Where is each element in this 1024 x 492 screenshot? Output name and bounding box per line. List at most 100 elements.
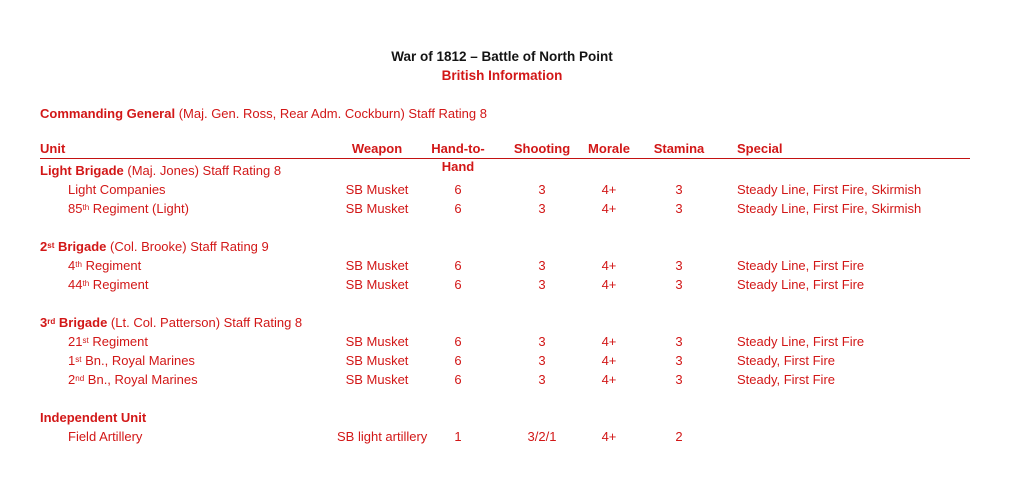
stamina-cell: 3 (675, 277, 683, 292)
unit-name-cell: 4th Regiment (40, 256, 337, 277)
unit-row: Light Companies SB Musket 6 3 4+ 3 Steady Line… (40, 180, 970, 199)
unit-section: 2st Brigade (Col. Brooke) Staff Rating 9… (40, 237, 970, 294)
text-fragment: 44 (68, 277, 83, 292)
morale-cell: 4+ (601, 182, 617, 197)
column-header-hand-to-hand: Hand-to-Hand (431, 141, 485, 174)
stamina-cell: 3 (675, 334, 683, 349)
weapon-cell: SB Musket (345, 201, 409, 216)
text-fragment: Regiment (81, 258, 142, 273)
unit-row: 1st Bn., Royal Marines SB Musket 6 3 4+ 3 Stea… (40, 351, 970, 370)
morale-cell: 4+ (601, 334, 617, 349)
unit-section: 3rd Brigade (Lt. Col. Patterson) Staff R… (40, 313, 970, 389)
weapon-cell: SB Musket (345, 182, 409, 197)
weapon-cell: SB light artillery (337, 429, 428, 444)
stamina-cell: 3 (675, 353, 683, 368)
unit-section: Independent Unit Field Artillery SB light … (40, 408, 970, 446)
commanding-general-label: Commanding General (40, 106, 176, 121)
text-fragment: Independent Unit (40, 410, 147, 425)
text-fragment: 21 (68, 334, 83, 349)
shooting-cell: 3 (538, 353, 546, 368)
hand-to-hand-cell: 6 (454, 201, 462, 216)
text-fragment: (Lt. Col. Patterson) Staff Rating 8 (107, 315, 303, 330)
column-header-weapon: Weapon (351, 141, 403, 156)
shooting-cell: 3 (538, 277, 546, 292)
commanding-general-line: Commanding General (Maj. Gen. Ross, Rear… (40, 104, 487, 123)
unit-name-cell: 2nd Bn., Royal Marines (40, 370, 337, 391)
text-fragment: Brigade (54, 239, 107, 254)
stamina-cell: 3 (675, 201, 683, 216)
hand-to-hand-cell: 6 (454, 334, 462, 349)
text-fragment: (Maj. Jones) Staff Rating 8 (123, 163, 282, 178)
text-fragment: 4 (68, 258, 76, 273)
unit-name-cell: Light Companies (40, 180, 337, 199)
text-fragment: 3 (40, 315, 48, 330)
page-title: War of 1812 – Battle of North Point (391, 49, 613, 64)
unit-row: 4th Regiment SB Musket 6 3 4+ 3 Steady Line, F… (40, 256, 970, 275)
stamina-cell: 2 (675, 429, 683, 444)
text-fragment: Light Companies (68, 182, 166, 197)
text-fragment: 2 (68, 372, 76, 387)
weapon-cell: SB Musket (345, 277, 409, 292)
table-body: Light Brigade (Maj. Jones) Staff Rating … (40, 161, 970, 446)
special-cell: Steady Line, First Fire, Skirmish (737, 182, 922, 197)
text-fragment: Regiment (89, 277, 149, 292)
text-fragment: 2 (40, 239, 48, 254)
unit-section: Light Brigade (Maj. Jones) Staff Rating … (40, 161, 970, 218)
unit-name-cell: 44th Regiment (40, 275, 337, 296)
stamina-cell: 3 (675, 372, 683, 387)
special-cell (725, 427, 970, 446)
shooting-cell: 3/2/1 (527, 429, 557, 444)
hand-to-hand-cell: 6 (454, 353, 462, 368)
text-fragment: Field Artillery (68, 429, 143, 444)
shooting-cell: 3 (538, 372, 546, 387)
unit-row: 21st Regiment SB Musket 6 3 4+ 3 Steady Line, … (40, 332, 970, 351)
brigade-heading: 3rd Brigade (Lt. Col. Patterson) Staff R… (40, 313, 970, 332)
weapon-cell: SB Musket (345, 353, 409, 368)
text-fragment: 85 (68, 201, 83, 216)
special-cell: Steady, First Fire (737, 353, 836, 368)
shooting-cell: 3 (538, 201, 546, 216)
morale-cell: 4+ (601, 201, 617, 216)
ordinal-superscript: st (82, 335, 89, 345)
ordinal-superscript: st (47, 240, 55, 250)
text-fragment: Bn., Royal Marines (84, 372, 198, 387)
ordinal-superscript: rd (47, 316, 56, 326)
column-header-stamina: Stamina (653, 141, 705, 156)
hand-to-hand-cell: 1 (454, 429, 462, 444)
ordinal-superscript: st (75, 354, 82, 364)
column-header-unit: Unit (40, 141, 66, 156)
special-cell: Steady Line, First Fire (737, 258, 865, 273)
ordinal-superscript: nd (75, 373, 85, 383)
hand-to-hand-cell: 6 (454, 182, 462, 197)
special-cell: Steady, First Fire (737, 372, 836, 387)
special-cell: Steady Line, First Fire, Skirmish (737, 201, 922, 216)
text-fragment: Brigade (55, 315, 108, 330)
hand-to-hand-cell: 6 (454, 258, 462, 273)
weapon-cell: SB Musket (345, 258, 409, 273)
commanding-general-detail: (Maj. Gen. Ross, Rear Adm. Cockburn) Sta… (175, 106, 487, 121)
special-cell: Steady Line, First Fire (737, 277, 865, 292)
column-header-shooting: Shooting (513, 141, 571, 156)
text-fragment: 1 (68, 353, 76, 368)
unit-name-cell: 1st Bn., Royal Marines (40, 351, 337, 372)
ordinal-superscript: th (75, 259, 82, 269)
shooting-cell: 3 (538, 334, 546, 349)
text-fragment: Bn., Royal Marines (81, 353, 195, 368)
morale-cell: 4+ (601, 277, 617, 292)
ordinal-superscript: th (82, 278, 90, 288)
text-fragment: Regiment (88, 334, 148, 349)
unit-row: Field Artillery SB light artillery 1 3/2/1 4… (40, 427, 970, 446)
text-fragment: Light Brigade (40, 163, 124, 178)
hand-to-hand-cell: 6 (454, 277, 462, 292)
column-header-morale: Morale (588, 141, 630, 156)
special-cell: Steady Line, First Fire (737, 334, 865, 349)
table-header-row: Unit Weapon Hand-to-Hand Shooting Morale Stam… (40, 140, 970, 174)
morale-cell: 4+ (601, 429, 617, 444)
shooting-cell: 3 (538, 258, 546, 273)
unit-row: 2nd Bn., Royal Marines SB Musket 6 3 4+ 3 Stea… (40, 370, 970, 389)
ordinal-superscript: th (82, 202, 90, 212)
unit-name-cell: Field Artillery (40, 427, 337, 446)
weapon-cell: SB Musket (345, 334, 409, 349)
shooting-cell: 3 (538, 182, 546, 197)
